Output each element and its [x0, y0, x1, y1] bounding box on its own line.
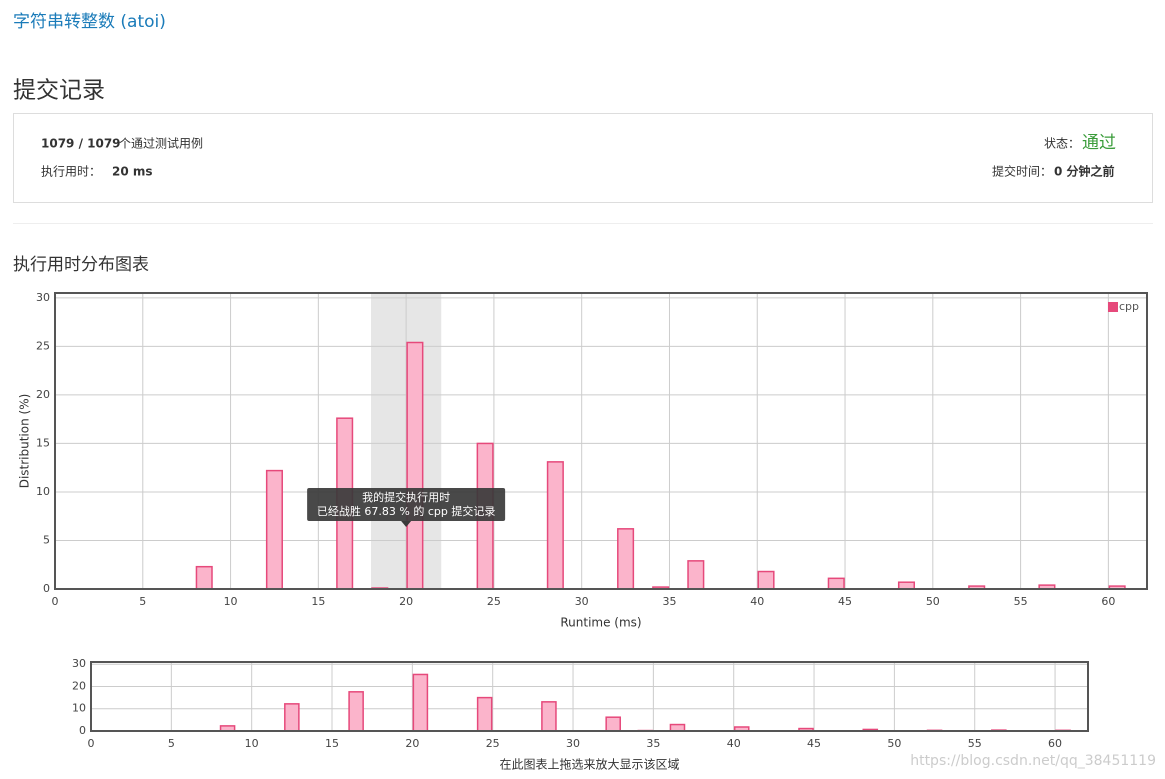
y-tick-label: 10 [72, 702, 86, 715]
bar [897, 581, 916, 590]
y-tick-label: 0 [43, 582, 50, 595]
x-axis-label: Runtime (ms) [560, 616, 641, 630]
x-tick-label: 40 [750, 595, 764, 608]
x-tick-label: 55 [1014, 595, 1028, 608]
y-tick-label: 10 [36, 485, 50, 498]
runtime-label: 执行用时： [41, 165, 101, 179]
bar [476, 696, 493, 732]
time-value: 0 分钟之前 [1054, 164, 1115, 179]
x-tick-label: 35 [662, 595, 676, 608]
bar [617, 528, 635, 590]
bar [827, 577, 845, 590]
bar [406, 341, 424, 590]
y-axis-label: Distribution (%) [18, 394, 32, 489]
summary-box [13, 113, 1153, 203]
legend-swatch [1108, 302, 1118, 312]
problem-link[interactable]: 字符串转整数 (atoi) [13, 12, 166, 32]
bar [605, 716, 621, 732]
passed-count: 1079 / 1079 [41, 137, 121, 151]
y-tick-label: 0 [79, 724, 86, 737]
bar [195, 565, 213, 590]
x-tick-label: 20 [405, 737, 419, 750]
x-tick-label: 0 [52, 595, 59, 608]
x-tick-label: 45 [807, 737, 821, 750]
status-value: 通过 [1082, 133, 1116, 153]
bar [541, 701, 557, 732]
x-tick-label: 60 [1048, 737, 1062, 750]
y-tick-label: 30 [72, 657, 86, 670]
x-tick-label: 40 [727, 737, 741, 750]
y-tick-label: 30 [36, 291, 50, 304]
x-tick-label: 15 [325, 737, 339, 750]
page-title: 提交记录 [13, 78, 105, 104]
tooltip-text: 我的提交执行用时 [362, 490, 450, 504]
chart-caption: 在此图表上拖选来放大显示该区域 [499, 757, 679, 772]
tooltip-box [307, 488, 506, 521]
x-tick-label: 5 [168, 737, 175, 750]
x-tick-label: 15 [311, 595, 325, 608]
legend-label: cpp [1119, 300, 1139, 313]
x-tick-label: 35 [646, 737, 660, 750]
status-label: 状态： [1044, 137, 1080, 151]
plot-frame [90, 661, 1089, 732]
y-tick-label: 25 [36, 339, 50, 352]
x-tick-label: 50 [926, 595, 940, 608]
tooltip-arrow [401, 521, 412, 527]
runtime-value: 20 ms [112, 165, 153, 179]
x-tick-label: 5 [139, 595, 146, 608]
x-tick-label: 60 [1101, 595, 1115, 608]
x-tick-label: 30 [575, 595, 589, 608]
bar [284, 703, 300, 732]
bar [348, 691, 364, 732]
x-tick-label: 0 [88, 737, 95, 750]
bar [546, 461, 564, 590]
x-tick-label: 20 [399, 595, 413, 608]
section-title: 执行用时分布图表 [13, 255, 149, 275]
y-tick-label: 20 [72, 679, 86, 692]
y-tick-label: 15 [36, 436, 50, 449]
passed-suffix: 个通过测试用例 [119, 136, 203, 151]
plot-frame [54, 292, 1148, 590]
x-tick-label: 10 [245, 737, 259, 750]
bar [757, 570, 775, 590]
x-tick-label: 45 [838, 595, 852, 608]
y-tick-label: 5 [43, 533, 50, 546]
x-tick-label: 25 [486, 737, 500, 750]
time-label: 提交时间： [992, 164, 1052, 179]
x-tick-label: 55 [968, 737, 982, 750]
y-tick-label: 20 [36, 388, 50, 401]
x-tick-label: 10 [224, 595, 238, 608]
x-tick-label: 50 [887, 737, 901, 750]
x-tick-label: 30 [566, 737, 580, 750]
x-tick-label: 25 [487, 595, 501, 608]
watermark: https://blog.csdn.net/qq_38451119 [910, 753, 1156, 769]
bar [412, 673, 429, 732]
bar [687, 560, 705, 590]
tooltip-text: 已经战胜 67.83 % 的 cpp 提交记录 [317, 504, 495, 518]
bar [265, 469, 283, 590]
